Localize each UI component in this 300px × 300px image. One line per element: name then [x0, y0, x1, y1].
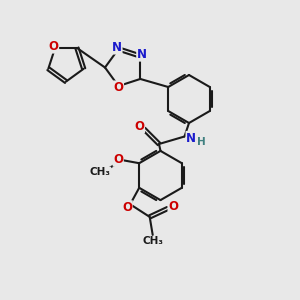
Text: O: O: [168, 200, 178, 214]
Text: O: O: [122, 201, 132, 214]
Text: N: N: [112, 41, 122, 54]
Text: O: O: [134, 119, 145, 133]
Text: CH₃: CH₃: [90, 167, 111, 177]
Text: H: H: [196, 137, 206, 147]
Text: O: O: [113, 153, 123, 166]
Text: N: N: [186, 131, 196, 145]
Text: CH₃: CH₃: [142, 236, 163, 247]
Text: O: O: [49, 40, 58, 53]
Text: O: O: [113, 81, 124, 94]
Text: N: N: [137, 48, 147, 61]
